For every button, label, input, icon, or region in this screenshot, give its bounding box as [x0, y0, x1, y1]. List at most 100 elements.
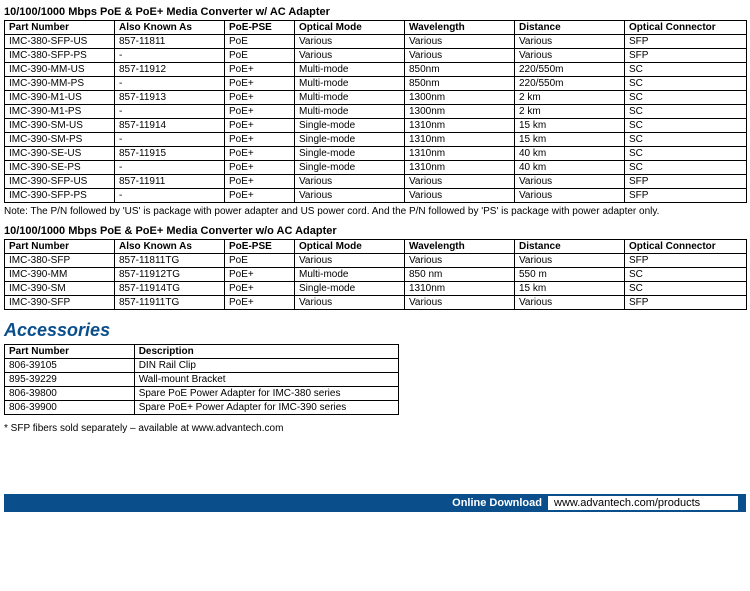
table-cell: SFP: [625, 296, 747, 310]
table-row: 806-39105DIN Rail Clip: [5, 359, 399, 373]
table-cell: PoE+: [225, 133, 295, 147]
table-cell: IMC-390-SE-PS: [5, 161, 115, 175]
table-cell: 850nm: [405, 77, 515, 91]
table-cell: 857-11811TG: [115, 254, 225, 268]
table-cell: SFP: [625, 254, 747, 268]
table-cell: Multi-mode: [295, 63, 405, 77]
table-cell: 220/550m: [515, 63, 625, 77]
table-cell: 1300nm: [405, 91, 515, 105]
table-cell: SFP: [625, 35, 747, 49]
table-row: IMC-380-SFP-PS-PoEVariousVariousVariousS…: [5, 49, 747, 63]
table-cell: IMC-380-SFP-US: [5, 35, 115, 49]
table-cell: SC: [625, 63, 747, 77]
table-cell: IMC-390-SM-PS: [5, 133, 115, 147]
table-cell: IMC-390-SFP-PS: [5, 189, 115, 203]
table-cell: PoE: [225, 254, 295, 268]
table-cell: IMC-380-SFP-PS: [5, 49, 115, 63]
table-cell: 220/550m: [515, 77, 625, 91]
table-cell: IMC-390-M1-PS: [5, 105, 115, 119]
table-row: IMC-390-MM-US857-11912PoE+Multi-mode850n…: [5, 63, 747, 77]
column-header: Optical Connector: [625, 21, 747, 35]
table-cell: Spare PoE+ Power Adapter for IMC-390 ser…: [134, 401, 398, 415]
table-cell: PoE+: [225, 105, 295, 119]
table-row: IMC-390-SFP-US857-11911PoE+VariousVariou…: [5, 175, 747, 189]
table-cell: Various: [405, 296, 515, 310]
table-cell: PoE+: [225, 91, 295, 105]
table-cell: PoE+: [225, 189, 295, 203]
table-cell: Various: [295, 254, 405, 268]
table-cell: IMC-390-SM-US: [5, 119, 115, 133]
table-cell: 2 km: [515, 91, 625, 105]
column-header: PoE-PSE: [225, 240, 295, 254]
table-cell: DIN Rail Clip: [134, 359, 398, 373]
table-cell: 857-11913: [115, 91, 225, 105]
column-header: Wavelength: [405, 21, 515, 35]
table-cell: IMC-390-SE-US: [5, 147, 115, 161]
table-cell: Single-mode: [295, 119, 405, 133]
table-cell: PoE+: [225, 161, 295, 175]
table-cell: Various: [405, 49, 515, 63]
table-cell: IMC-390-SFP-US: [5, 175, 115, 189]
footer-bar: Online Download www.advantech.com/produc…: [4, 494, 746, 512]
table-cell: 857-11914TG: [115, 282, 225, 296]
table-cell: Wall-mount Bracket: [134, 373, 398, 387]
table-row: 806-39800Spare PoE Power Adapter for IMC…: [5, 387, 399, 401]
table-cell: SC: [625, 282, 747, 296]
table-cell: 15 km: [515, 119, 625, 133]
table-cell: SFP: [625, 189, 747, 203]
table-cell: Various: [295, 296, 405, 310]
table-cell: Various: [405, 189, 515, 203]
sfp-footnote: * SFP fibers sold separately – available…: [4, 423, 746, 434]
footer-label: Online Download: [452, 497, 542, 509]
table-cell: 15 km: [515, 282, 625, 296]
column-header: Part Number: [5, 345, 135, 359]
table-cell: PoE+: [225, 77, 295, 91]
table-row: IMC-390-SM-PS-PoE+Single-mode1310nm15 km…: [5, 133, 747, 147]
table-cell: 2 km: [515, 105, 625, 119]
table-cell: Spare PoE Power Adapter for IMC-380 seri…: [134, 387, 398, 401]
table-cell: PoE+: [225, 296, 295, 310]
table-row: IMC-390-M1-PS-PoE+Multi-mode1300nm2 kmSC: [5, 105, 747, 119]
table-cell: 850 nm: [405, 268, 515, 282]
note-text: Note: The P/N followed by 'US' is packag…: [4, 206, 746, 217]
column-header: Distance: [515, 240, 625, 254]
table-cell: PoE+: [225, 175, 295, 189]
table-cell: 857-11912: [115, 63, 225, 77]
table-cell: 857-11914: [115, 119, 225, 133]
table-cell: IMC-390-MM-PS: [5, 77, 115, 91]
table-row: IMC-380-SFP857-11811TGPoEVariousVariousV…: [5, 254, 747, 268]
section2-title: 10/100/1000 Mbps PoE & PoE+ Media Conver…: [4, 225, 746, 237]
column-header: Also Known As: [115, 240, 225, 254]
table-cell: 857-11912TG: [115, 268, 225, 282]
table-row: IMC-390-M1-US857-11913PoE+Multi-mode1300…: [5, 91, 747, 105]
table-row: IMC-390-SFP857-11911TGPoE+VariousVarious…: [5, 296, 747, 310]
accessories-heading: Accessories: [4, 320, 746, 341]
table-cell: Various: [515, 189, 625, 203]
table-cell: SC: [625, 147, 747, 161]
table-cell: Various: [515, 35, 625, 49]
table-cell: Various: [295, 175, 405, 189]
table-cell: PoE: [225, 35, 295, 49]
section2-table: Part NumberAlso Known AsPoE-PSEOptical M…: [4, 239, 747, 310]
table-cell: 857-11911TG: [115, 296, 225, 310]
table-cell: Various: [405, 175, 515, 189]
table-cell: IMC-390-SM: [5, 282, 115, 296]
table-cell: -: [115, 105, 225, 119]
table-cell: Multi-mode: [295, 268, 405, 282]
table-cell: PoE+: [225, 268, 295, 282]
column-header: Optical Mode: [295, 240, 405, 254]
table-cell: SFP: [625, 175, 747, 189]
table-cell: Various: [515, 175, 625, 189]
table-row: IMC-390-MM857-11912TGPoE+Multi-mode850 n…: [5, 268, 747, 282]
table-cell: Multi-mode: [295, 105, 405, 119]
section1-table: Part NumberAlso Known AsPoE-PSEOptical M…: [4, 20, 747, 203]
table-cell: -: [115, 133, 225, 147]
column-header: Also Known As: [115, 21, 225, 35]
table-cell: SC: [625, 105, 747, 119]
table-cell: 1310nm: [405, 161, 515, 175]
table-cell: PoE: [225, 49, 295, 63]
table-cell: 895-39229: [5, 373, 135, 387]
table-cell: PoE+: [225, 147, 295, 161]
table-cell: SC: [625, 133, 747, 147]
table-row: IMC-390-SM857-11914TGPoE+Single-mode1310…: [5, 282, 747, 296]
